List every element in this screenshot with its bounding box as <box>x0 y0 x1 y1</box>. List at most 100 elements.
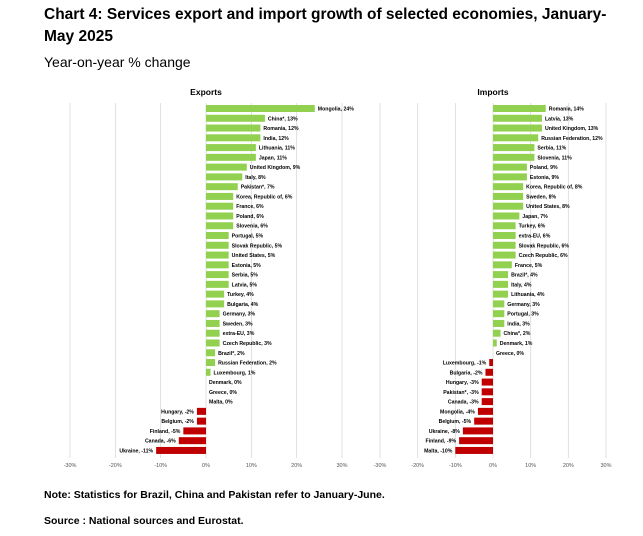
imports-bar <box>493 144 535 152</box>
imports-bar <box>474 417 493 425</box>
exports-bar-label: Turkey, 4% <box>227 292 254 298</box>
exports-bar-label: Serbia, 5% <box>232 273 259 279</box>
exports-bar <box>206 105 315 112</box>
imports-bar <box>477 407 493 415</box>
imports-bar-label: Mongolia, -4% <box>440 409 475 415</box>
exports-bar-label: China*, 13% <box>268 116 298 122</box>
exports-bar <box>206 359 216 367</box>
exports-tick-label: 20% <box>291 463 302 469</box>
imports-bar <box>493 290 509 298</box>
imports-bar <box>493 222 516 230</box>
exports-bar <box>206 251 229 259</box>
imports-bar <box>489 359 493 367</box>
exports-bar <box>206 329 220 337</box>
exports-bar <box>206 300 225 308</box>
exports-bar-label: Italy, 8% <box>245 175 266 181</box>
exports-bar-label: extra-EU, 3% <box>223 331 255 337</box>
exports-bar <box>196 407 206 415</box>
imports-tick-label: -30% <box>374 463 387 469</box>
exports-bar <box>206 153 256 161</box>
exports-bar <box>206 261 229 269</box>
imports-tick-label: -20% <box>411 463 424 469</box>
imports-bar-label: Czech Republic, 6% <box>519 253 568 259</box>
imports-tick-label: 10% <box>525 463 536 469</box>
exports-tick-label: -20% <box>109 463 122 469</box>
exports-bar <box>206 192 234 200</box>
imports-bar-label: United States, 8% <box>526 204 570 210</box>
imports-bar <box>481 398 493 406</box>
exports-bar-label: Canada, -6% <box>145 439 176 445</box>
exports-bar <box>206 368 211 376</box>
imports-tick-label: -10% <box>449 463 462 469</box>
exports-bar <box>206 339 220 347</box>
exports-bar-label: Korea, Republic of, 6% <box>236 194 293 200</box>
imports-bar <box>485 368 493 376</box>
exports-bar-label: Finland, -5% <box>150 429 181 435</box>
imports-bar-label: Denmark, 1% <box>500 341 533 347</box>
exports-bar <box>206 241 229 249</box>
exports-bar-label: Portugal, 5% <box>232 234 264 240</box>
exports-bar-label: United Kingdom, 9% <box>250 165 301 171</box>
exports-bar-label: Mongolia, 24% <box>318 107 354 113</box>
exports-tick-label: 30% <box>336 463 347 469</box>
imports-bar <box>493 212 520 220</box>
exports-bar-label: Bulgaria, 4% <box>227 302 259 308</box>
imports-bar-label: United Kingdom, 13% <box>545 126 599 132</box>
imports-bar-label: Hungary, -3% <box>446 380 479 386</box>
imports-bar-label: Luxembourg, -1% <box>443 361 487 367</box>
exports-tick-label: -30% <box>64 463 77 469</box>
exports-bar-label: France, 6% <box>236 204 264 210</box>
exports-bar <box>206 202 234 210</box>
exports-bar-label: Greece, 0% <box>209 390 237 396</box>
exports-bar <box>206 310 220 318</box>
exports-tick-label: 0% <box>202 463 210 469</box>
imports-bar-label: Japan, 7% <box>522 214 548 220</box>
imports-bar <box>493 192 524 200</box>
imports-bar <box>493 202 524 210</box>
imports-bar-label: Germany, 3% <box>507 302 540 308</box>
imports-bar <box>493 329 501 337</box>
exports-bar-label: Ukraine, -11% <box>119 448 153 454</box>
imports-bar <box>493 124 542 132</box>
exports-tick-label: -10% <box>154 463 167 469</box>
exports-bar-label: Estonia, 5% <box>232 263 262 269</box>
imports-bar-label: Brazil*, 4% <box>511 273 538 279</box>
imports-bar-label: extra-EU, 6% <box>519 234 551 240</box>
imports-bar <box>493 339 497 347</box>
imports-bar-label: France, 5% <box>515 263 543 269</box>
imports-tick-label: 0% <box>489 463 497 469</box>
imports-bar-label: Lithuania, 4% <box>511 292 545 298</box>
imports-bar-label: China*, 2% <box>504 331 531 337</box>
imports-bar <box>455 446 493 454</box>
exports-bar <box>206 212 234 220</box>
imports-bar <box>493 173 527 181</box>
exports-bar-label: Japan, 11% <box>259 155 287 161</box>
exports-bar <box>206 280 229 288</box>
imports-bar <box>493 183 524 191</box>
chart-subtitle: Year-on-year % change <box>44 54 191 70</box>
exports-bar <box>183 427 206 435</box>
exports-bar-label: Poland, 6% <box>236 214 264 220</box>
exports-bar-label: Sweden, 3% <box>223 321 253 327</box>
exports-panel-title: Exports <box>190 87 222 97</box>
exports-bar-label: Lithuania, 11% <box>259 146 295 152</box>
imports-bar <box>493 241 516 249</box>
imports-bar-label: Korea, Republic of, 8% <box>526 185 583 191</box>
imports-tick-label: 30% <box>600 463 611 469</box>
exports-bar <box>156 446 206 454</box>
exports-bar-label: Malta, 0% <box>209 400 233 406</box>
imports-bar-label: Italy, 4% <box>511 282 532 288</box>
imports-bar <box>493 300 505 308</box>
exports-bar <box>206 124 261 132</box>
exports-bar-label: Russian Federation, 2% <box>218 361 277 367</box>
exports-bar-label: United States, 5% <box>232 253 276 259</box>
exports-bar-label: Belgium, -2% <box>161 419 194 425</box>
exports-bar-label: Germany, 3% <box>223 312 256 318</box>
exports-bar-label: Czech Republic, 3% <box>223 341 272 347</box>
imports-bar <box>493 271 509 279</box>
imports-bar <box>493 310 505 318</box>
imports-bar <box>493 319 505 327</box>
exports-bar <box>206 183 238 191</box>
chart-source: Source : National sources and Eurostat. <box>44 515 244 527</box>
